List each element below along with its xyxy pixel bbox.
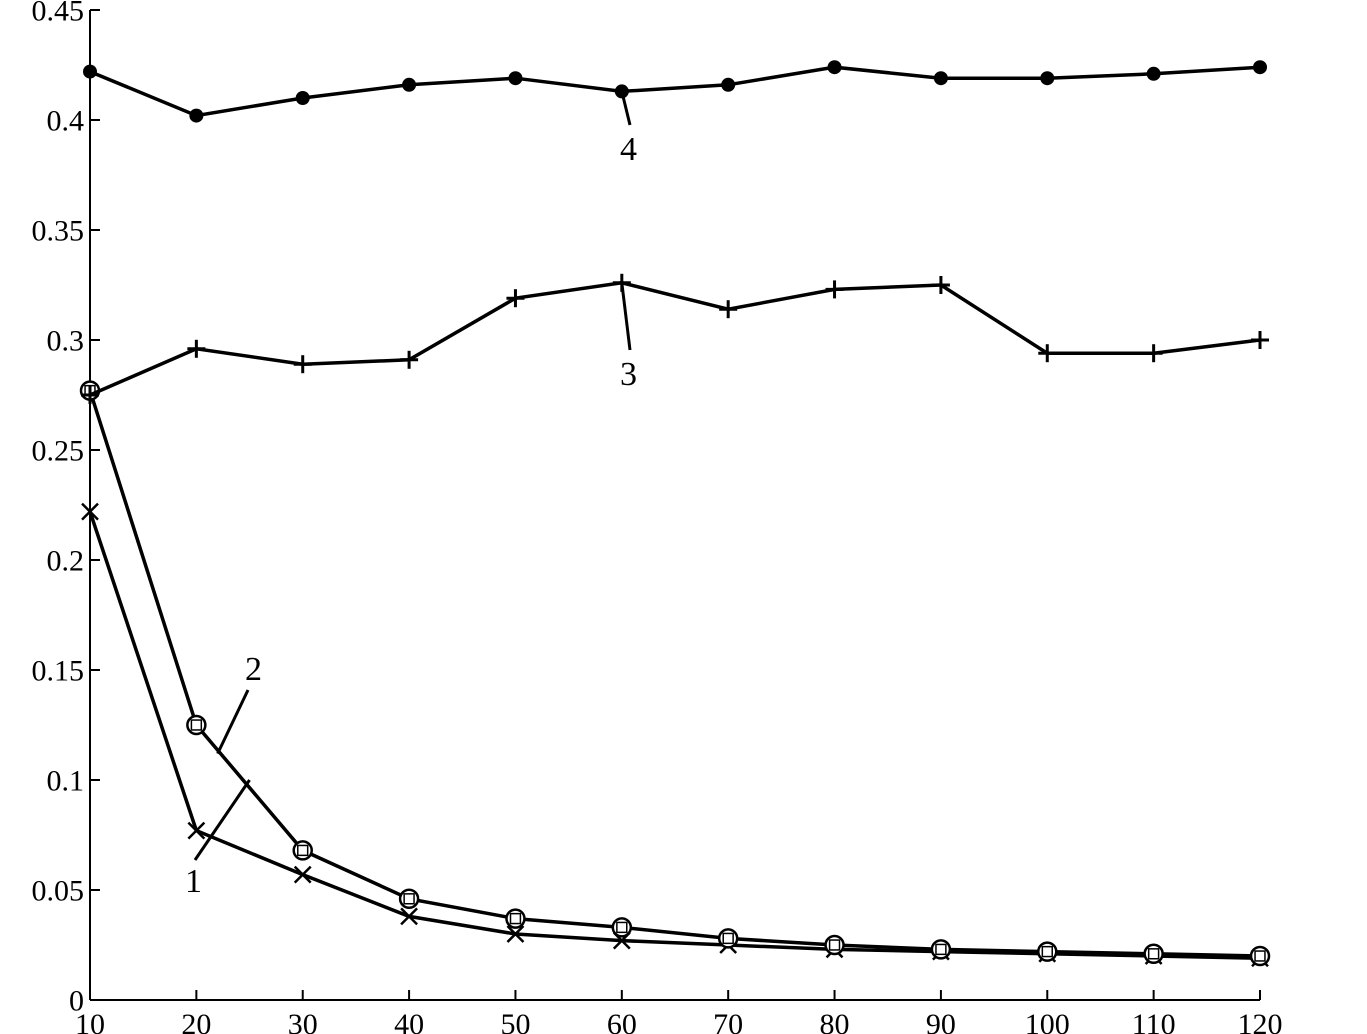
marker-open-circle bbox=[400, 890, 418, 908]
x-tick-label: 50 bbox=[500, 1008, 530, 1034]
marker-open-circle bbox=[932, 940, 950, 958]
x-tick-label: 120 bbox=[1238, 1008, 1283, 1034]
y-tick-label: 0 bbox=[69, 985, 84, 1018]
marker-dot bbox=[189, 109, 203, 123]
series-label-4: 4 bbox=[620, 131, 637, 168]
marker-dot bbox=[721, 78, 735, 92]
marker-dot bbox=[828, 60, 842, 74]
y-tick-label: 0.15 bbox=[32, 655, 85, 688]
marker-dot bbox=[296, 91, 310, 105]
series-label-2: 2 bbox=[245, 651, 262, 688]
marker-open-circle bbox=[294, 841, 312, 859]
x-tick-label: 60 bbox=[607, 1008, 637, 1034]
line-chart: 10203040506070809010011012000.050.10.150… bbox=[0, 0, 1367, 1034]
marker-dot bbox=[508, 71, 522, 85]
marker-open-circle bbox=[613, 918, 631, 936]
marker-dot bbox=[1040, 71, 1054, 85]
marker-dot bbox=[934, 71, 948, 85]
marker-open-circle bbox=[826, 936, 844, 954]
series-label-1: 1 bbox=[185, 863, 202, 900]
y-tick-label: 0.2 bbox=[47, 545, 85, 578]
marker-open-circle bbox=[506, 910, 524, 928]
y-tick-label: 0.45 bbox=[32, 0, 85, 28]
y-tick-label: 0.05 bbox=[32, 875, 85, 908]
marker-open-circle bbox=[1038, 943, 1056, 961]
x-tick-label: 80 bbox=[820, 1008, 850, 1034]
x-tick-label: 90 bbox=[926, 1008, 956, 1034]
x-tick-label: 40 bbox=[394, 1008, 424, 1034]
chart-container: 10203040506070809010011012000.050.10.150… bbox=[0, 0, 1367, 1034]
marker-open-circle bbox=[1251, 947, 1269, 965]
x-tick-label: 30 bbox=[288, 1008, 318, 1034]
x-tick-label: 110 bbox=[1132, 1008, 1176, 1034]
marker-open-circle bbox=[187, 716, 205, 734]
y-tick-label: 0.3 bbox=[47, 325, 85, 358]
x-tick-label: 70 bbox=[713, 1008, 743, 1034]
y-tick-label: 0.4 bbox=[47, 105, 85, 138]
marker-open-circle bbox=[719, 929, 737, 947]
y-tick-label: 0.25 bbox=[32, 435, 85, 468]
series-label-3: 3 bbox=[620, 356, 637, 393]
y-tick-label: 0.35 bbox=[32, 215, 85, 248]
y-tick-label: 0.1 bbox=[47, 765, 85, 798]
chart-background bbox=[0, 0, 1367, 1034]
marker-dot bbox=[402, 78, 416, 92]
marker-dot bbox=[1147, 67, 1161, 81]
marker-dot bbox=[1253, 60, 1267, 74]
marker-open-circle bbox=[1145, 945, 1163, 963]
marker-dot bbox=[83, 65, 97, 79]
x-tick-label: 100 bbox=[1025, 1008, 1070, 1034]
x-tick-label: 20 bbox=[181, 1008, 211, 1034]
